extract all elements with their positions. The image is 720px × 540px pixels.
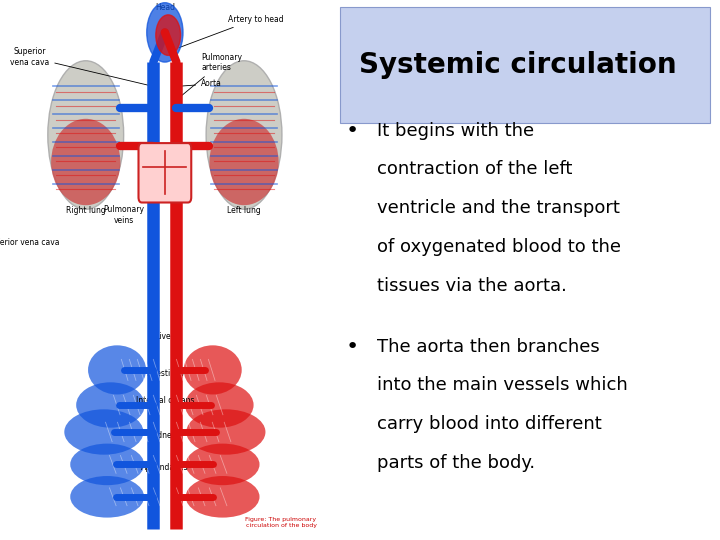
Text: Left lung: Left lung: [227, 206, 261, 215]
Ellipse shape: [186, 409, 266, 455]
Text: Right lung: Right lung: [66, 206, 106, 215]
Text: Right
ventricle: Right ventricle: [139, 168, 166, 179]
Text: Left
ventricle: Left ventricle: [163, 168, 189, 179]
Ellipse shape: [88, 346, 146, 394]
Circle shape: [156, 15, 181, 56]
Text: Head: Head: [155, 3, 175, 12]
Text: •: •: [346, 122, 359, 141]
Text: Kidneys: Kidneys: [150, 430, 180, 440]
Text: contraction of the left: contraction of the left: [377, 160, 572, 178]
Text: tissues via the aorta.: tissues via the aorta.: [377, 277, 567, 295]
Ellipse shape: [210, 119, 279, 205]
FancyBboxPatch shape: [340, 6, 710, 123]
Ellipse shape: [206, 60, 282, 209]
Circle shape: [147, 3, 183, 62]
Text: Figure: The pulmonary
circulation of the body: Figure: The pulmonary circulation of the…: [246, 517, 317, 528]
Text: Right
atrium: Right atrium: [143, 152, 163, 163]
FancyBboxPatch shape: [138, 143, 192, 202]
Text: carry blood into different: carry blood into different: [377, 415, 601, 433]
Text: Pulmonary
veins: Pulmonary veins: [103, 205, 144, 225]
Text: Superior
vena cava: Superior vena cava: [10, 48, 150, 86]
Text: ventricle and the transport: ventricle and the transport: [377, 199, 619, 217]
Text: Artery to head: Artery to head: [179, 15, 283, 48]
Ellipse shape: [71, 444, 144, 485]
Text: parts of the body.: parts of the body.: [377, 454, 535, 472]
Ellipse shape: [64, 409, 143, 455]
Ellipse shape: [184, 346, 242, 394]
Ellipse shape: [186, 476, 259, 517]
Text: Liver: Liver: [156, 332, 174, 341]
Text: of oxygenated blood to the: of oxygenated blood to the: [377, 238, 621, 256]
Text: Appendages: Appendages: [141, 463, 189, 472]
Ellipse shape: [51, 119, 120, 205]
Text: The aorta then branches: The aorta then branches: [377, 338, 599, 355]
Text: Systemic circulation: Systemic circulation: [359, 51, 677, 79]
Text: Pulmonary
arteries: Pulmonary arteries: [179, 53, 242, 98]
Ellipse shape: [76, 382, 145, 428]
Ellipse shape: [185, 382, 253, 428]
Text: Intestines: Intestines: [146, 369, 184, 378]
Text: Left
atrium: Left atrium: [166, 152, 186, 163]
Text: •: •: [346, 338, 359, 357]
Text: inferior vena cava: inferior vena cava: [0, 238, 60, 247]
Text: Aorta: Aorta: [179, 79, 222, 89]
Text: Internal organs: Internal organs: [135, 396, 194, 405]
Text: It begins with the: It begins with the: [377, 122, 534, 139]
Ellipse shape: [71, 476, 144, 517]
Ellipse shape: [186, 444, 259, 485]
Text: into the main vessels which: into the main vessels which: [377, 376, 627, 394]
Ellipse shape: [48, 60, 124, 209]
